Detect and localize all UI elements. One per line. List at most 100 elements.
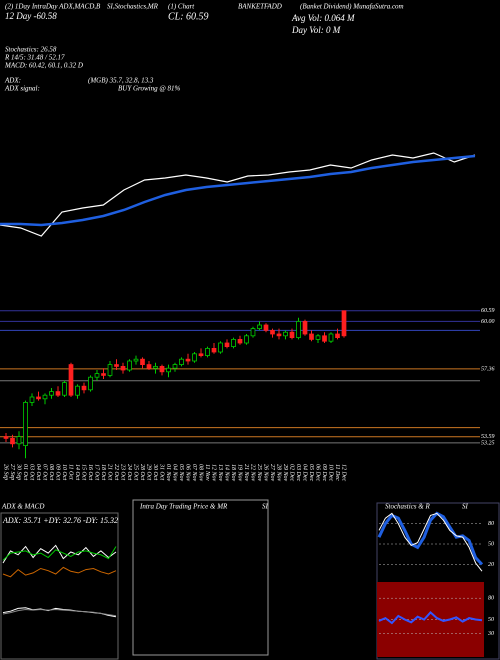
panel-border <box>376 502 500 660</box>
y-tick-label: 80 <box>488 521 494 527</box>
stat-text: ADX: <box>4 77 21 85</box>
candle-body <box>75 385 80 396</box>
candle-body <box>276 333 282 337</box>
x-tick-label: 02 Dec <box>289 464 295 481</box>
x-tick-label: 30 Oct <box>152 463 158 480</box>
x-tick-label: 11 Nov <box>204 464 210 481</box>
header-text: (2) 1Day IntraDay ADX,MACD,B <box>5 3 101 11</box>
x-tick-label: 26 Sep <box>3 464 9 480</box>
stat-text: Stochastics: 26.58 <box>5 46 57 54</box>
x-tick-label: 23 Oct <box>120 464 126 480</box>
candle-body <box>218 342 223 353</box>
x-tick-label: 12 Nov <box>211 464 217 482</box>
x-tick-label: 27 Sep <box>9 464 15 480</box>
x-tick-label: 12 Dec <box>341 464 347 481</box>
candle-body <box>120 365 126 371</box>
y-tick-label: 50 <box>488 541 494 547</box>
panel-title: Stochastics & R <box>385 503 430 511</box>
stat-text: BUY Growing @ 81% <box>118 85 181 93</box>
candle-body <box>3 436 9 439</box>
x-tick-label: 14 Oct <box>74 464 81 480</box>
candle-body <box>159 365 165 373</box>
indicator-line <box>0 154 476 227</box>
candle-body <box>23 401 28 446</box>
x-tick-label: 17 Oct <box>94 464 100 480</box>
candle-body <box>16 436 22 445</box>
x-tick-label: 06 Nov <box>185 464 191 482</box>
x-tick-label: 09 Oct <box>55 464 61 480</box>
candle-body <box>94 373 100 378</box>
x-tick-label: 22 Oct <box>113 464 119 480</box>
candle-body <box>244 335 249 344</box>
candle-body <box>263 324 269 331</box>
x-tick-label: 04 Oct <box>35 464 42 480</box>
indicator-line <box>0 152 476 237</box>
x-tick-label: 05 Nov <box>178 464 184 482</box>
candle-body <box>166 367 171 373</box>
candle-body <box>153 365 158 369</box>
candle-body <box>283 331 288 337</box>
candle-body <box>315 335 321 340</box>
candle-body <box>107 364 113 376</box>
stat-text: MACD: 60.42, 60.1, 0.32 D <box>4 62 83 70</box>
x-tick-label: 28 Nov <box>276 464 282 482</box>
candle-body <box>198 353 204 356</box>
indicator-line <box>2 566 117 578</box>
stat-text: (MGB) 35.7, 32.8, 13.3 <box>88 77 154 85</box>
x-tick-label: 16 Oct <box>87 464 93 480</box>
candle-body <box>302 320 308 335</box>
candle-body <box>49 391 54 396</box>
x-tick-label: 14 Nov <box>224 464 231 482</box>
candle-body <box>211 347 217 353</box>
candle-body <box>133 358 139 362</box>
x-tick-label: 19 Nov <box>237 464 243 482</box>
level-label: 60.00 <box>481 319 495 325</box>
x-tick-label: 24 Oct <box>126 464 133 480</box>
x-tick-label: 18 Nov <box>230 464 236 482</box>
candle-body <box>179 358 184 366</box>
candle-body <box>341 310 347 337</box>
x-tick-label: 08 Oct <box>48 464 54 480</box>
avg-volume: Avg Vol: 0.064 M <box>291 13 355 23</box>
candle-body <box>81 385 87 391</box>
candle-body <box>224 342 230 347</box>
candle-body <box>270 329 275 335</box>
x-tick-label: 11 Oct <box>68 464 74 480</box>
x-tick-label: 15 Oct <box>81 464 87 480</box>
candle-body <box>257 324 262 329</box>
x-tick-label: 31 Oct <box>159 463 165 480</box>
header-text: (Banket Dividend) MunafaSutra.com <box>300 3 404 11</box>
indicator-line <box>378 610 483 625</box>
x-tick-label: 08 Nov <box>198 464 204 482</box>
candle-body <box>29 396 35 403</box>
panel-title: SI <box>262 503 269 511</box>
indicator-line <box>2 546 117 561</box>
candle-body <box>322 335 327 342</box>
candle-body <box>205 347 210 356</box>
close-price: CL: 60.59 <box>168 11 209 22</box>
panel-title: ADX & MACD <box>1 503 44 511</box>
x-tick-label: 29 Nov <box>282 464 288 482</box>
x-tick-label: 01 Nov <box>165 464 171 482</box>
candle-body <box>237 338 243 344</box>
x-tick-label: 13 Nov <box>217 464 223 482</box>
candle-body <box>101 373 106 376</box>
header-text: BANKETFADD <box>238 3 282 11</box>
level-label: 57.36 <box>481 366 495 372</box>
candle-body <box>146 364 152 369</box>
x-tick-label: 11 Dec <box>334 464 340 481</box>
x-tick-label: 07 Oct <box>42 464 48 480</box>
candle-body <box>68 364 74 396</box>
x-tick-label: 25 Oct <box>133 464 139 480</box>
candle-body <box>88 376 93 391</box>
y-tick-label: 30 <box>487 631 494 637</box>
candle-body <box>328 333 334 342</box>
panel-title: SI <box>462 503 469 511</box>
x-tick-label: 21 Nov <box>243 464 249 482</box>
header-text: SI,Stochastics,MR <box>107 3 159 11</box>
x-tick-label: 03 Oct <box>29 464 35 480</box>
panel-annotation: ADX: 35.71 +DY: 32.76 -DY: 15.32 <box>2 516 118 525</box>
indicator-line <box>377 511 484 566</box>
